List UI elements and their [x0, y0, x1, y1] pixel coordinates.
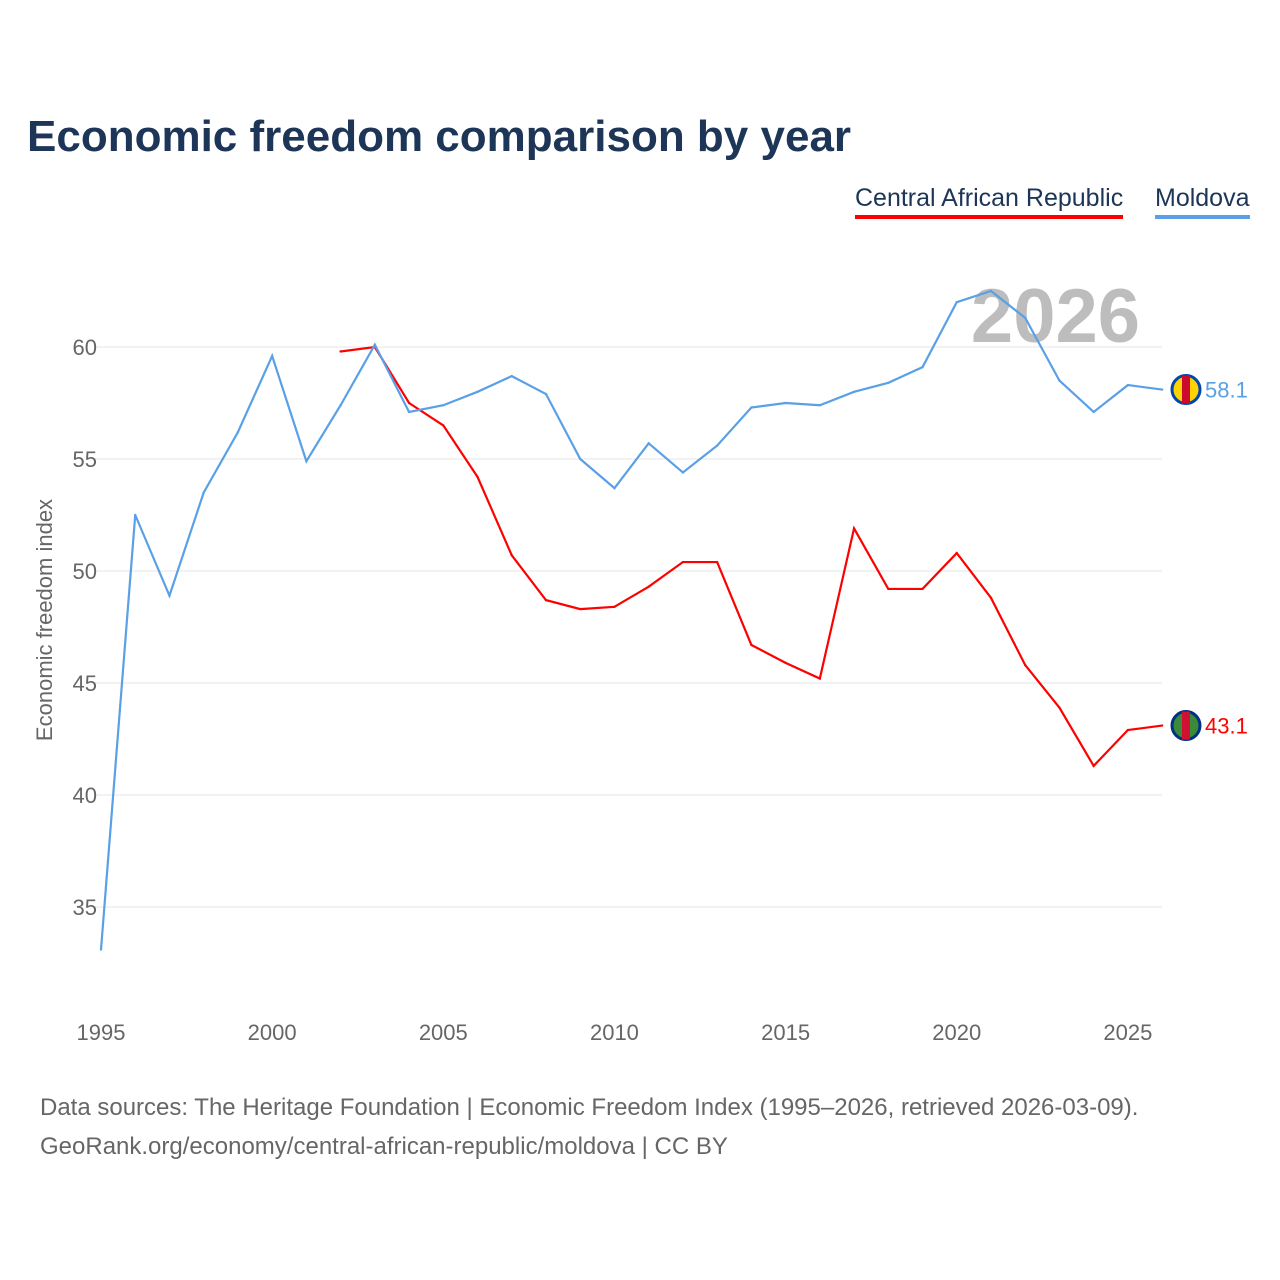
data-point — [442, 404, 445, 407]
data-point — [1160, 388, 1164, 391]
series-line-moldova — [99, 289, 1163, 950]
x-tick-label: 2020 — [932, 1020, 981, 1045]
x-tick-label: 2010 — [590, 1020, 639, 1045]
source-line-2: GeoRank.org/economy/central-african-repu… — [40, 1133, 728, 1160]
data-point — [1024, 663, 1027, 667]
y-axis-label: Economic freedom index — [32, 499, 57, 741]
data-point — [647, 585, 650, 588]
end-value-label: 43.1 — [1205, 714, 1248, 739]
data-point — [681, 471, 685, 474]
data-point — [784, 661, 787, 665]
end-value-label: 58.1 — [1205, 378, 1248, 403]
flag-stripe — [1182, 375, 1190, 404]
data-point — [681, 560, 685, 564]
data-point — [1058, 706, 1061, 709]
source-note: Data sources: The Heritage Foundation | … — [40, 1088, 1138, 1166]
data-point — [510, 554, 513, 557]
data-point — [715, 444, 719, 447]
data-point — [373, 343, 377, 346]
data-point — [647, 442, 650, 445]
data-point — [818, 677, 822, 680]
y-tick-label: 40 — [73, 783, 97, 808]
data-point — [921, 587, 924, 591]
legend-moldova[interactable]: Moldova — [1155, 184, 1250, 219]
y-tick-label: 35 — [73, 895, 97, 920]
data-point — [579, 607, 582, 611]
flag-stripe — [1182, 711, 1190, 740]
y-tick-label: 60 — [73, 335, 97, 360]
data-point — [955, 551, 958, 555]
data-point — [989, 596, 993, 600]
data-point — [852, 390, 856, 393]
data-point — [750, 643, 753, 647]
data-point — [236, 430, 240, 434]
data-point — [168, 594, 171, 597]
data-point — [476, 475, 479, 479]
data-point — [955, 301, 958, 304]
data-point — [887, 587, 890, 591]
data-point — [134, 513, 137, 517]
x-tick-label: 2000 — [248, 1020, 297, 1045]
data-point — [1092, 764, 1095, 768]
data-point — [784, 401, 787, 405]
data-point — [510, 374, 513, 378]
data-point — [613, 605, 616, 609]
data-point — [852, 527, 856, 530]
chart-title: Economic freedom comparison by year — [27, 112, 852, 161]
series-line-car — [340, 345, 1163, 768]
data-point — [270, 354, 274, 358]
data-point — [476, 390, 479, 393]
data-point — [339, 404, 342, 407]
data-point — [442, 424, 445, 427]
data-point — [887, 381, 890, 385]
y-tick-label: 55 — [73, 447, 97, 472]
data-point — [202, 491, 205, 494]
data-point — [407, 401, 411, 405]
y-tick-label: 45 — [73, 671, 97, 696]
data-point — [1126, 728, 1130, 732]
x-tick-label: 2025 — [1103, 1020, 1152, 1045]
data-point — [715, 560, 719, 564]
data-point — [921, 365, 924, 369]
data-point — [989, 289, 993, 293]
data-point — [544, 598, 548, 602]
data-point — [99, 948, 103, 951]
data-point — [339, 350, 342, 353]
x-tick-label: 1995 — [77, 1020, 126, 1045]
data-point — [1092, 410, 1095, 414]
data-point — [544, 392, 548, 396]
data-point — [1024, 316, 1027, 320]
source-line-1: Data sources: The Heritage Foundation | … — [40, 1094, 1139, 1121]
year-watermark: 2026 — [971, 274, 1140, 359]
data-point — [750, 406, 753, 409]
data-point — [1126, 383, 1130, 387]
legend-central-african-republic[interactable]: Central African Republic — [855, 184, 1124, 219]
x-tick-label: 2005 — [419, 1020, 468, 1045]
y-tick-label: 50 — [73, 559, 97, 584]
data-point — [818, 404, 822, 407]
data-point — [613, 486, 616, 490]
data-point — [1160, 724, 1164, 727]
data-point — [579, 457, 582, 461]
data-point — [1058, 379, 1061, 382]
x-tick-label: 2015 — [761, 1020, 810, 1045]
data-point — [305, 460, 308, 463]
data-point — [407, 410, 411, 414]
